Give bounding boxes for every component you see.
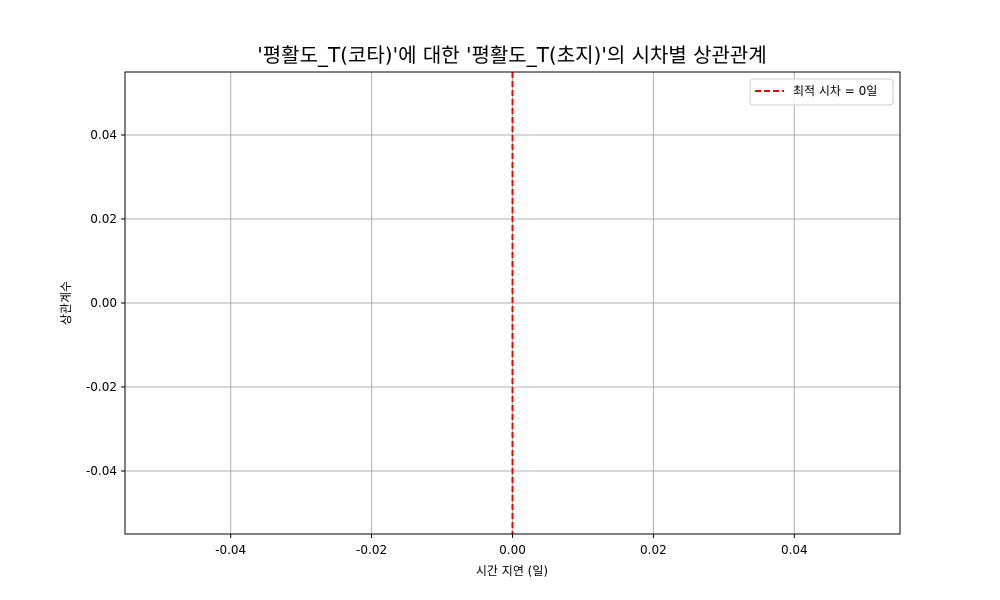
- y-tick-label: -0.04: [86, 464, 117, 478]
- chart-title: '평활도_T(코타)'에 대한 '평활도_T(초지)'의 시차별 상관관계: [257, 43, 766, 67]
- legend: 최적 시차 = 0일: [749, 78, 894, 106]
- x-axis-title: 시간 지연 (일): [476, 564, 548, 578]
- y-axis-title: 상관계수: [59, 281, 73, 325]
- y-tick-label: -0.02: [86, 380, 117, 394]
- y-tick-label: 0.00: [90, 296, 117, 310]
- x-axis-ticks: -0.04 -0.02 0.00 0.02 0.04: [215, 534, 808, 557]
- legend-label-optimal-lag: 최적 시차 = 0일: [793, 84, 877, 98]
- y-axis-ticks: 0.04 0.02 0.00 -0.02 -0.04: [86, 128, 125, 478]
- y-tick-label: 0.04: [90, 128, 117, 142]
- legend-box: [749, 78, 894, 106]
- x-tick-label: -0.02: [356, 543, 387, 557]
- x-tick-label: 0.04: [781, 543, 808, 557]
- x-tick-label: 0.02: [640, 543, 667, 557]
- x-tick-label: -0.04: [215, 543, 246, 557]
- y-tick-label: 0.02: [90, 212, 117, 226]
- x-tick-label: 0.00: [499, 543, 526, 557]
